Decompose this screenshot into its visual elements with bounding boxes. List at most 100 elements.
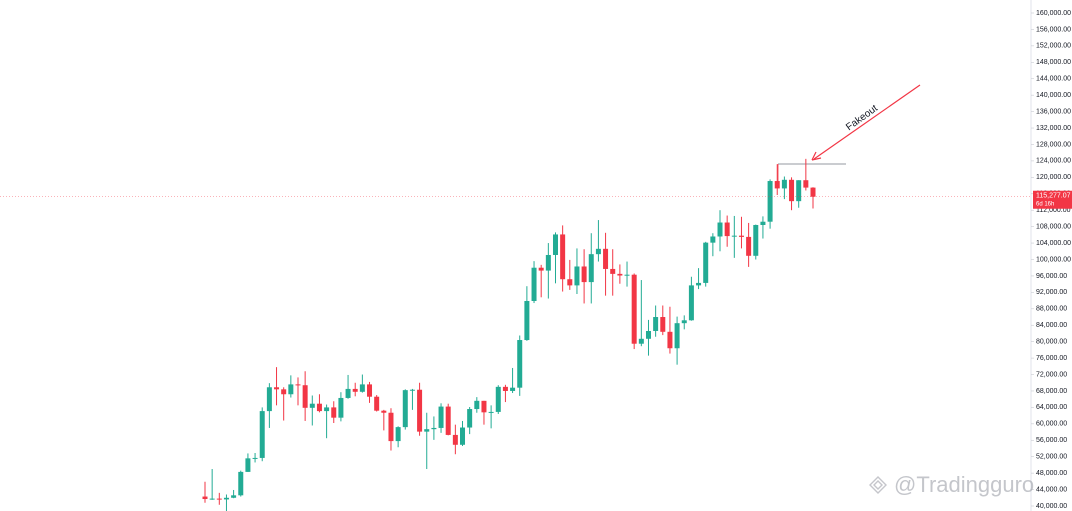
watermark-text: @Tradingguro (894, 472, 1034, 497)
candle-body (331, 407, 337, 418)
candle-body (710, 236, 716, 243)
candle-body (595, 248, 601, 255)
candle-body (774, 181, 780, 189)
y-tick-label: 140,000.00 (1036, 92, 1071, 99)
y-tick-label: 40,000.00 (1036, 503, 1067, 510)
candle-body (567, 279, 573, 286)
price-label-box (1033, 190, 1072, 209)
y-tick-label: 88,000.00 (1036, 306, 1067, 313)
candle-body (223, 497, 229, 500)
candle-body (266, 387, 272, 412)
candle-body (231, 495, 237, 498)
y-tick-label: 124,000.00 (1036, 158, 1071, 165)
candle-body (510, 387, 516, 391)
candle-body (731, 235, 737, 237)
candle-body (688, 285, 694, 321)
candle-body (538, 267, 544, 271)
y-tick-label: 160,000.00 (1036, 10, 1071, 17)
candle-body (617, 273, 623, 276)
y-tick-label: 128,000.00 (1036, 141, 1071, 148)
candle-body (338, 397, 344, 418)
y-tick-label: 100,000.00 (1036, 256, 1071, 263)
candle-body (724, 222, 730, 237)
y-tick-label: 64,000.00 (1036, 404, 1067, 411)
y-tick-label: 84,000.00 (1036, 322, 1067, 329)
candle-body (495, 386, 501, 412)
price-label: 115,277.07 (1036, 193, 1071, 200)
candle-body (603, 248, 609, 269)
candle-body (445, 406, 451, 435)
candle-body (438, 406, 444, 428)
candle-body (717, 222, 723, 237)
candle-body (502, 386, 508, 391)
candle-body (631, 274, 637, 344)
candle-body (309, 403, 315, 408)
candle-body (302, 385, 308, 408)
candle-body (259, 411, 265, 458)
watermark: @Tradingguro (869, 472, 1034, 497)
candle-body (581, 266, 587, 283)
candle-body (324, 407, 330, 412)
candle-body (660, 317, 666, 332)
candle-body (409, 389, 415, 391)
y-tick-label: 144,000.00 (1036, 76, 1071, 83)
candle-body (431, 427, 437, 430)
y-tick-label: 60,000.00 (1036, 421, 1067, 428)
candle-body (681, 320, 687, 324)
annotation-arrow (813, 84, 921, 160)
candle-body (574, 266, 580, 286)
candle-body (560, 234, 566, 280)
candle-body (624, 274, 630, 276)
y-tick-label: 44,000.00 (1036, 486, 1067, 493)
candle-body (381, 410, 387, 413)
y-tick-label: 136,000.00 (1036, 108, 1071, 115)
arrow-head (811, 151, 822, 161)
candle-body (388, 412, 394, 442)
candle-body (417, 389, 423, 432)
candle-body (552, 234, 558, 255)
candle-body (488, 411, 494, 413)
countdown: 6d 16h (1036, 201, 1054, 207)
y-tick-label: 56,000.00 (1036, 437, 1067, 444)
candle-body (295, 384, 301, 386)
candle-body (703, 242, 709, 283)
candle-body (352, 388, 358, 392)
y-tick-label: 72,000.00 (1036, 371, 1067, 378)
y-tick-label: 96,000.00 (1036, 273, 1067, 280)
candle-body (796, 180, 802, 202)
candle-body (746, 236, 752, 256)
candle-body (545, 254, 551, 271)
candle-body (374, 396, 380, 411)
y-tick-label: 148,000.00 (1036, 59, 1071, 66)
candle-body (460, 427, 466, 445)
candle-body (216, 498, 222, 500)
candle-body (789, 179, 795, 202)
candle-body (274, 387, 280, 390)
candle-body (767, 181, 773, 222)
candle-body (209, 498, 215, 500)
candle-body (753, 224, 759, 256)
candle-body (452, 434, 458, 445)
y-tick-label: 52,000.00 (1036, 454, 1067, 461)
candle-body (781, 179, 787, 189)
y-tick-label: 80,000.00 (1036, 339, 1067, 346)
y-tick-label: 76,000.00 (1036, 355, 1067, 362)
candle-body (395, 427, 401, 442)
y-tick-label: 156,000.00 (1036, 26, 1071, 33)
annotation-text: Fakeout (844, 103, 880, 133)
candle-body (474, 400, 480, 410)
candle-body (345, 388, 351, 398)
candle-body (667, 331, 673, 349)
y-tick-label: 92,000.00 (1036, 289, 1067, 296)
candle-body (810, 187, 816, 197)
y-tick-label: 120,000.00 (1036, 174, 1071, 181)
candle-body (281, 389, 287, 395)
candle-body (359, 384, 365, 392)
candle-body (638, 338, 644, 344)
candle-body (252, 457, 258, 459)
y-tick-label: 132,000.00 (1036, 125, 1071, 132)
candle-body (467, 409, 473, 428)
candle-body (674, 323, 680, 349)
y-tick-label: 112,000.00 (1036, 207, 1071, 214)
